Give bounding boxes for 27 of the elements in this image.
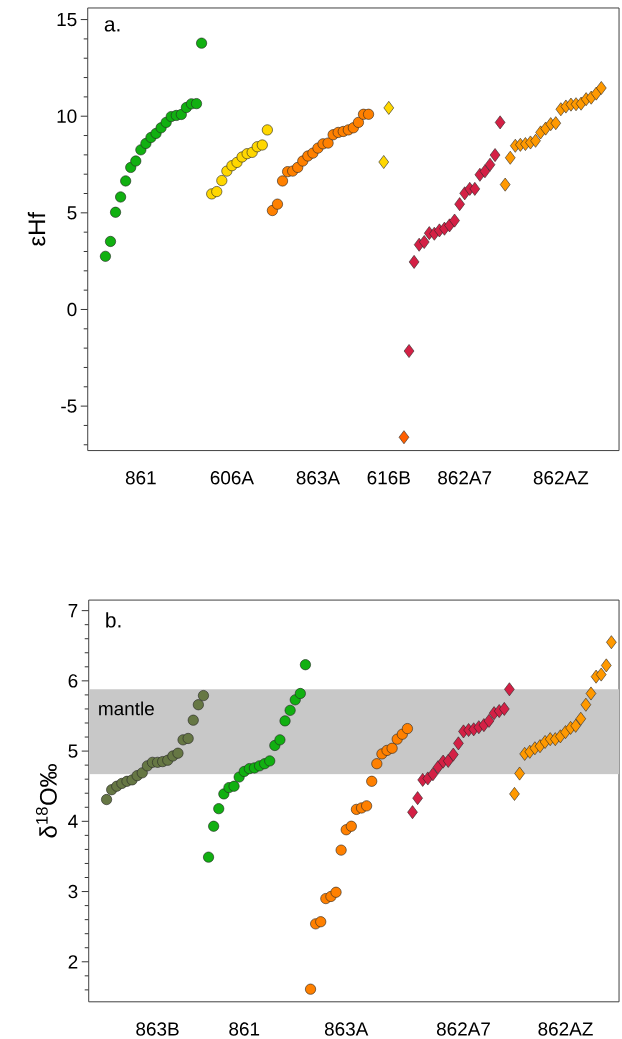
annotation: b. — [106, 612, 121, 628]
y-tick-label: 3 — [68, 884, 78, 899]
x-tick-label: 863A — [296, 471, 341, 485]
y-tick-label: 6 — [68, 674, 78, 688]
x-tick-label: 616B — [367, 471, 410, 485]
y-tick-label: 0 — [67, 302, 77, 317]
y-tick-label: 2 — [68, 955, 78, 969]
x-tick-label: 862A7 — [436, 1022, 490, 1036]
x-tick-label: 863A — [324, 1022, 369, 1036]
x-tick-label: 862AZ — [538, 1022, 593, 1036]
y-tick-label: -5 — [61, 399, 77, 413]
y-tick-label: 15 — [57, 12, 77, 27]
x-tick-label: 862A7 — [438, 471, 492, 485]
annotation: a. — [104, 20, 120, 32]
y-axis-title: δ$^{18}$O‰ — [35, 764, 57, 838]
y-tick-label: 5 — [67, 206, 77, 220]
x-tick-label: 862AZ — [533, 471, 589, 485]
x-tick-label: 863B — [136, 1022, 179, 1036]
y-tick-label: 10 — [57, 109, 77, 123]
y-axis-title: εHf — [27, 211, 46, 246]
band-label: mantle — [99, 701, 154, 716]
y-tick-label: 4 — [68, 814, 78, 828]
x-tick-label: 606A — [210, 471, 254, 485]
x-tick-label: 861 — [125, 471, 156, 485]
y-tick-label: 5 — [68, 744, 78, 758]
x-tick-label: 861 — [229, 1022, 260, 1036]
y-tick-label: 7 — [68, 604, 78, 618]
